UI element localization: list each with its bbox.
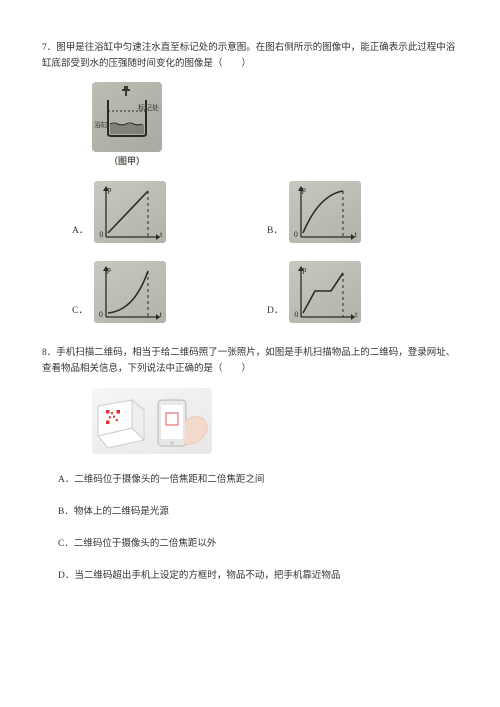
option-letter: A． bbox=[72, 223, 88, 243]
q8-option-C: C．二维码位于摄像头的二倍焦距以外 bbox=[58, 536, 458, 552]
q8-stem: 8．手机扫描二维码，相当于给二维码照了一张照片，如图是手机扫描物品上的二维码，登… bbox=[42, 345, 458, 377]
q7-option-C: C． p t 0 bbox=[72, 261, 197, 323]
graph-C: p t 0 bbox=[94, 261, 166, 323]
q7-stem: 7．图甲是往浴缸中匀速注水直至标记处的示意图。在图右侧所示的图像中，能正确表示此… bbox=[42, 40, 458, 72]
axis-p: p bbox=[302, 263, 306, 277]
option-letter: D． bbox=[267, 303, 283, 323]
label-yugang: 浴缸 bbox=[94, 120, 108, 132]
q8-figure bbox=[92, 388, 212, 454]
q8-number: 8． bbox=[42, 348, 56, 358]
axis-p: p bbox=[107, 263, 111, 277]
graph-B: p t 0 bbox=[289, 181, 361, 243]
axis-origin: 0 bbox=[294, 228, 298, 242]
q7-number: 7． bbox=[42, 43, 56, 53]
axis-t: t bbox=[160, 228, 162, 242]
axis-p: p bbox=[107, 183, 111, 197]
q8-option-D: D．当二维码超出手机上设定的方框时，物品不动，把手机靠近物品 bbox=[58, 568, 458, 584]
q7-option-A: A． p t 0 bbox=[72, 181, 197, 243]
q7-option-B: B． p t 0 bbox=[267, 181, 392, 243]
q8-option-A: A．二维码位于摄像头的一倍焦距和二倍焦距之间 bbox=[58, 472, 458, 488]
figure-caption: （图甲） bbox=[92, 154, 162, 169]
axis-origin: 0 bbox=[294, 308, 298, 322]
axis-t: t bbox=[355, 308, 357, 322]
axis-t: t bbox=[160, 308, 162, 322]
q7-option-D: D． p t 0 bbox=[267, 261, 392, 323]
q8-option-B: B．物体上的二维码是光源 bbox=[58, 504, 458, 520]
option-letter: B． bbox=[267, 223, 283, 243]
q7-options-grid: A． p t 0 B． bbox=[72, 181, 392, 323]
q8-text: 手机扫描二维码，相当于给二维码照了一张照片，如图是手机扫描物品上的二维码，登录网… bbox=[42, 348, 455, 374]
exam-page: 7．图甲是往浴缸中匀速注水直至标记处的示意图。在图右侧所示的图像中，能正确表示此… bbox=[0, 0, 500, 630]
option-letter: C． bbox=[72, 303, 88, 323]
graph-A: p t 0 bbox=[94, 181, 166, 243]
q7-text: 图甲是往浴缸中匀速注水直至标记处的示意图。在图右侧所示的图像中，能正确表示此过程… bbox=[42, 43, 455, 69]
axis-p: p bbox=[302, 183, 306, 197]
axis-origin: 0 bbox=[99, 308, 103, 322]
label-biaoji: 标记处 bbox=[138, 103, 159, 115]
axis-t: t bbox=[355, 228, 357, 242]
axis-origin: 0 bbox=[99, 228, 103, 242]
q7-figure-jia: 标记处 浴缸 （图甲） bbox=[92, 82, 162, 167]
q8-options: A．二维码位于摄像头的一倍焦距和二倍焦距之间 B．物体上的二维码是光源 C．二维… bbox=[58, 472, 458, 585]
bathtub-photo: 标记处 浴缸 bbox=[92, 82, 162, 152]
graph-D: p t 0 bbox=[289, 261, 361, 323]
